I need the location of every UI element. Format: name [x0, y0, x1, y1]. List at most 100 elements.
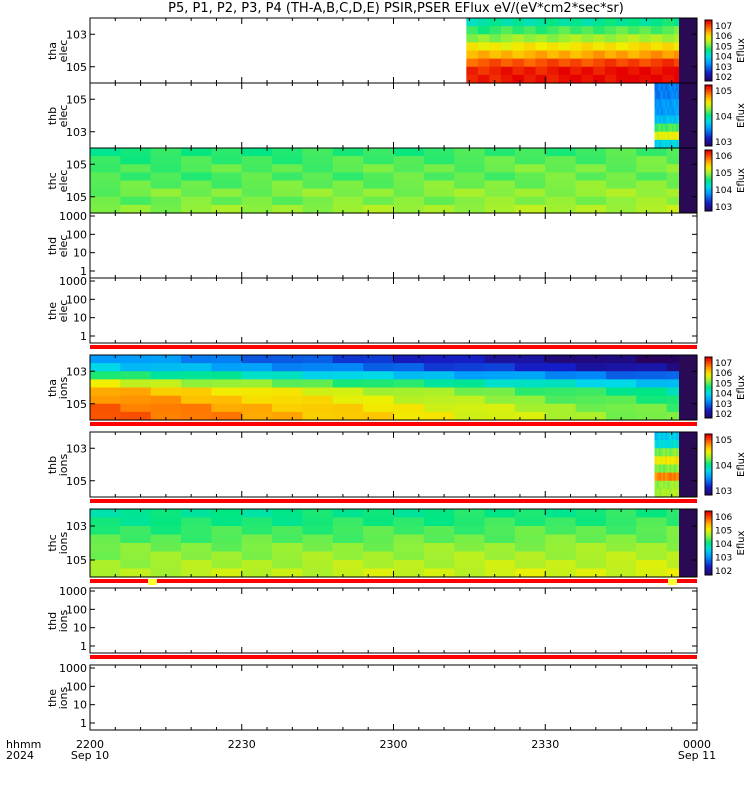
colorbar-tick-label: 107 [715, 22, 732, 32]
heatmap-cell [393, 526, 425, 536]
colorbar-swatch [705, 105, 712, 108]
heatmap-cell [484, 387, 516, 397]
heatmap-cell [660, 107, 664, 117]
heatmap-cell [423, 403, 455, 413]
heatmap-cell [363, 204, 395, 214]
heatmap-cell [393, 568, 425, 578]
heatmap-cell [363, 403, 395, 413]
heatmap-cell [673, 448, 677, 457]
heatmap-cell [656, 440, 660, 449]
colorbar-swatch [705, 540, 712, 544]
colorbar-swatch [705, 20, 712, 23]
colorbar-swatch [705, 129, 712, 133]
heatmap-cell [302, 517, 334, 527]
colorbar-label: Eflux [736, 452, 747, 477]
colorbar-swatch [705, 113, 712, 116]
colorbar-swatch [705, 530, 712, 533]
heatmap-cell [673, 480, 677, 490]
heatmap-cell [332, 355, 364, 364]
colorbar-swatch [705, 474, 712, 478]
heatmap-cell [667, 472, 670, 482]
ylabel-line: ions [57, 376, 70, 399]
panel-frame [89, 212, 698, 279]
colorbar-swatch [705, 44, 712, 47]
plot-title: P5, P1, P2, P3, P4 (TH-A,B,C,D,E) PSIR,P… [168, 1, 624, 16]
colorbar-swatch [705, 411, 712, 415]
heatmap-cell [656, 464, 660, 474]
x-axis-header-time: hhmm [6, 738, 42, 751]
heatmap-cell [545, 172, 577, 182]
heatmap-cell [667, 448, 670, 457]
heatmap-cell [500, 18, 514, 27]
colorbar-swatch [705, 196, 712, 200]
heatmap-cell [90, 534, 121, 544]
heatmap-cell [570, 18, 583, 27]
heatmap-cell [575, 379, 607, 389]
heatmap-cell [575, 387, 607, 397]
colorbar-swatch [705, 56, 712, 60]
heatmap-cell [654, 464, 658, 474]
heatmap-cell [332, 551, 364, 561]
colorbar-swatch [705, 194, 712, 198]
heatmap-cell [545, 188, 577, 198]
heatmap-cell [181, 517, 212, 527]
heatmap-cell [363, 526, 395, 536]
heatmap-cell [302, 403, 334, 413]
heatmap-cell [669, 107, 673, 117]
colorbar-swatch [705, 182, 712, 186]
heatmap-cell [120, 196, 152, 206]
colorbar-swatch [705, 42, 712, 45]
heatmap-cell [656, 472, 660, 482]
colorbar-swatch [705, 375, 712, 378]
colorbar-swatch [705, 381, 712, 384]
colorbar-tick-label: 106 [715, 32, 732, 42]
heatmap-cell [332, 371, 364, 380]
colorbar-swatch [705, 379, 712, 382]
heatmap-cell [454, 526, 486, 536]
heatmap-cell [466, 74, 479, 84]
edge-column [679, 355, 697, 420]
heatmap-cell [658, 472, 662, 482]
colorbar-swatch [705, 72, 712, 76]
colorbar-swatch [705, 365, 712, 368]
heatmap-cell [627, 26, 640, 35]
heatmap-cell [575, 371, 607, 380]
colorbar-swatch [705, 168, 712, 171]
heatmap-cell [675, 139, 679, 149]
heatmap-cell [454, 204, 486, 214]
heatmap-cell [514, 395, 546, 405]
colorbar-swatch [705, 48, 712, 51]
colorbar-label: Eflux [736, 38, 747, 63]
colorbar-tick-label: 105 [715, 436, 732, 446]
colorbar-swatch [705, 204, 712, 208]
colorbar-swatch [705, 387, 712, 391]
colorbar-swatch [705, 440, 712, 443]
heatmap-cell [272, 156, 304, 165]
heatmap-cell [241, 568, 273, 578]
heatmap-cell [120, 568, 152, 578]
heatmap-cell [604, 42, 617, 52]
colorbar-swatch [705, 164, 712, 167]
heatmap-cell [181, 204, 212, 214]
heatmap-cell [669, 99, 673, 108]
heatmap-cell [627, 50, 640, 60]
heatmap-cell [616, 50, 629, 60]
colorbar-swatch [705, 492, 712, 496]
heatmap-cell [302, 204, 334, 214]
heatmap-cell [363, 156, 395, 165]
heatmap-cell [656, 115, 660, 125]
heatmap-cell [675, 456, 679, 466]
heatmap-cell [393, 509, 425, 519]
heatmap-cell [605, 509, 637, 519]
heatmap-cell [512, 50, 525, 60]
heatmap-cell [669, 131, 673, 141]
heatmap-cell [332, 164, 364, 173]
heatmap-cell [636, 534, 668, 544]
y-tick-label: 10 [73, 622, 87, 635]
heatmap-cell [650, 34, 664, 43]
heatmap-cell [423, 411, 455, 421]
colorbar-swatch [705, 399, 712, 403]
heatmap-cell [211, 188, 243, 198]
y-tick-label: 105 [66, 191, 87, 204]
ylabel-thc-elec: thc elec [46, 151, 70, 211]
